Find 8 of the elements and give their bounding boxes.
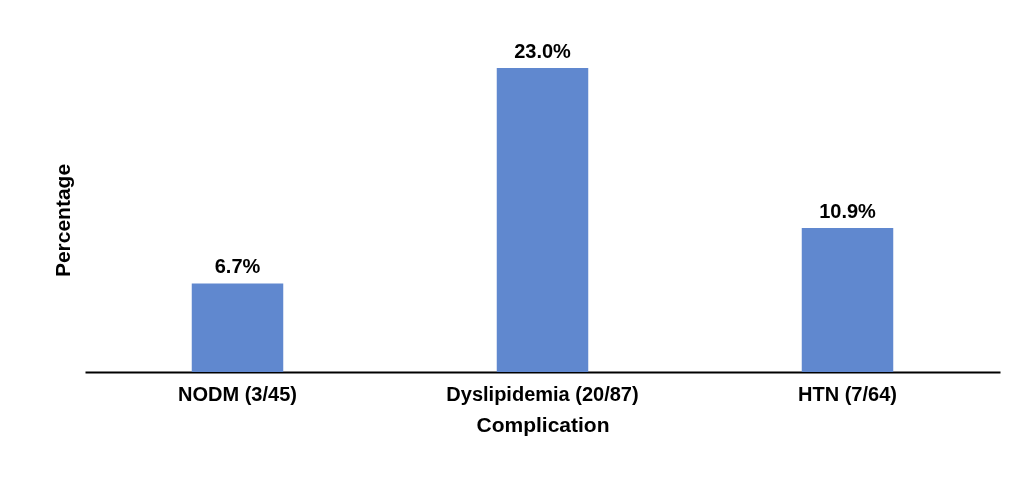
data-label: 23.0%: [514, 40, 572, 62]
x-axis-title: Complication: [476, 412, 610, 436]
x-tick-label: Dyslipidemia (20/87): [446, 382, 639, 405]
data-label: 10.9%: [819, 199, 877, 222]
x-tick-label: HTN (7/64): [798, 382, 897, 405]
x-tick-label: NODM (3/45): [178, 382, 297, 405]
y-axis-title: Percentage: [50, 163, 74, 278]
data-label: 6.7%: [214, 255, 261, 278]
